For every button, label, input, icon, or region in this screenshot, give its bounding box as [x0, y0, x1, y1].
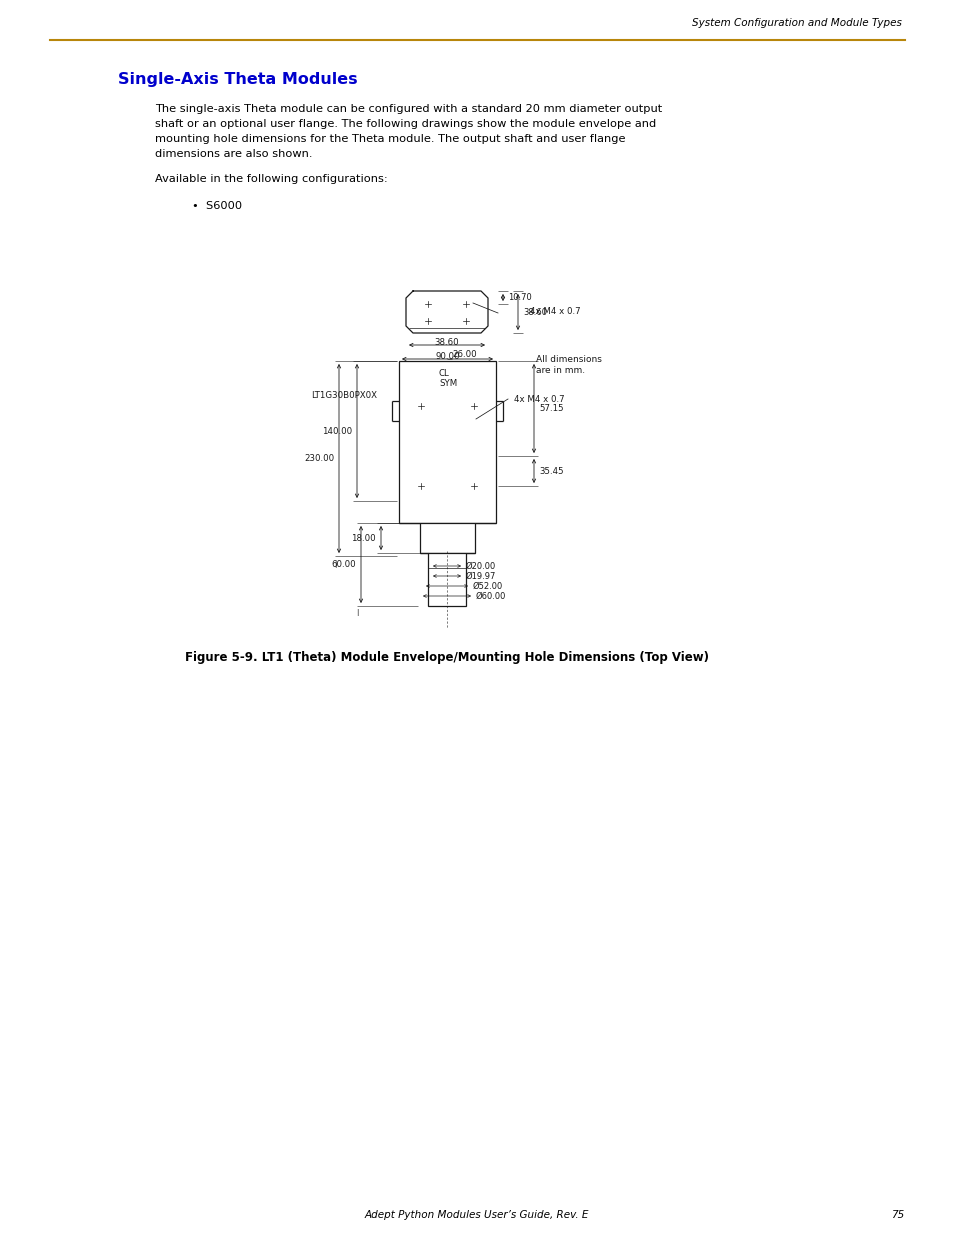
- Text: shaft or an optional user flange. The following drawings show the module envelop: shaft or an optional user flange. The fo…: [154, 119, 656, 128]
- Text: 4x M4 x 0.7: 4x M4 x 0.7: [530, 306, 580, 315]
- Text: Figure 5-9. LT1 (Theta) Module Envelope/Mounting Hole Dimensions (Top View): Figure 5-9. LT1 (Theta) Module Envelope/…: [185, 651, 708, 664]
- Text: mounting hole dimensions for the Theta module. The output shaft and user flange: mounting hole dimensions for the Theta m…: [154, 135, 625, 144]
- Text: 140.00: 140.00: [321, 426, 352, 436]
- Text: 4x M4 x 0.7: 4x M4 x 0.7: [514, 394, 564, 404]
- Text: Ø60.00: Ø60.00: [476, 592, 506, 600]
- Text: Single-Axis Theta Modules: Single-Axis Theta Modules: [118, 72, 357, 86]
- Text: are in mm.: are in mm.: [536, 366, 584, 375]
- Bar: [398, 361, 496, 522]
- Text: 38.60: 38.60: [522, 308, 546, 316]
- Text: 75: 75: [890, 1210, 903, 1220]
- Text: 38.60: 38.60: [435, 338, 458, 347]
- Bar: [428, 553, 465, 606]
- Text: Ø52.00: Ø52.00: [473, 582, 503, 590]
- Text: Available in the following configurations:: Available in the following configuration…: [154, 174, 387, 184]
- Text: LT1G30B0PX0X: LT1G30B0PX0X: [311, 391, 376, 400]
- Text: 230.00: 230.00: [304, 454, 334, 463]
- Text: The single-axis Theta module can be configured with a standard 20 mm diameter ou: The single-axis Theta module can be conf…: [154, 104, 661, 114]
- Text: SYM: SYM: [438, 379, 456, 388]
- Text: 57.15: 57.15: [538, 404, 563, 412]
- Text: 90.00: 90.00: [435, 352, 459, 361]
- Text: System Configuration and Module Types: System Configuration and Module Types: [691, 19, 901, 28]
- Text: Ø20.00: Ø20.00: [465, 562, 496, 571]
- Text: dimensions are also shown.: dimensions are also shown.: [154, 149, 313, 159]
- Text: •  S6000: • S6000: [192, 201, 242, 211]
- Bar: [419, 522, 475, 553]
- Text: |: |: [334, 561, 335, 568]
- Text: 35.45: 35.45: [538, 467, 563, 475]
- Text: CL: CL: [438, 369, 449, 378]
- Text: 10.70: 10.70: [507, 293, 531, 303]
- Text: 26.00: 26.00: [452, 350, 476, 359]
- Text: 60.00: 60.00: [331, 559, 355, 569]
- Text: |: |: [355, 609, 357, 616]
- Text: 18.00: 18.00: [351, 534, 375, 542]
- Text: Ø19.97: Ø19.97: [465, 572, 496, 580]
- Text: Adept Python Modules User’s Guide, Rev. E: Adept Python Modules User’s Guide, Rev. …: [364, 1210, 589, 1220]
- Text: All dimensions: All dimensions: [536, 354, 601, 364]
